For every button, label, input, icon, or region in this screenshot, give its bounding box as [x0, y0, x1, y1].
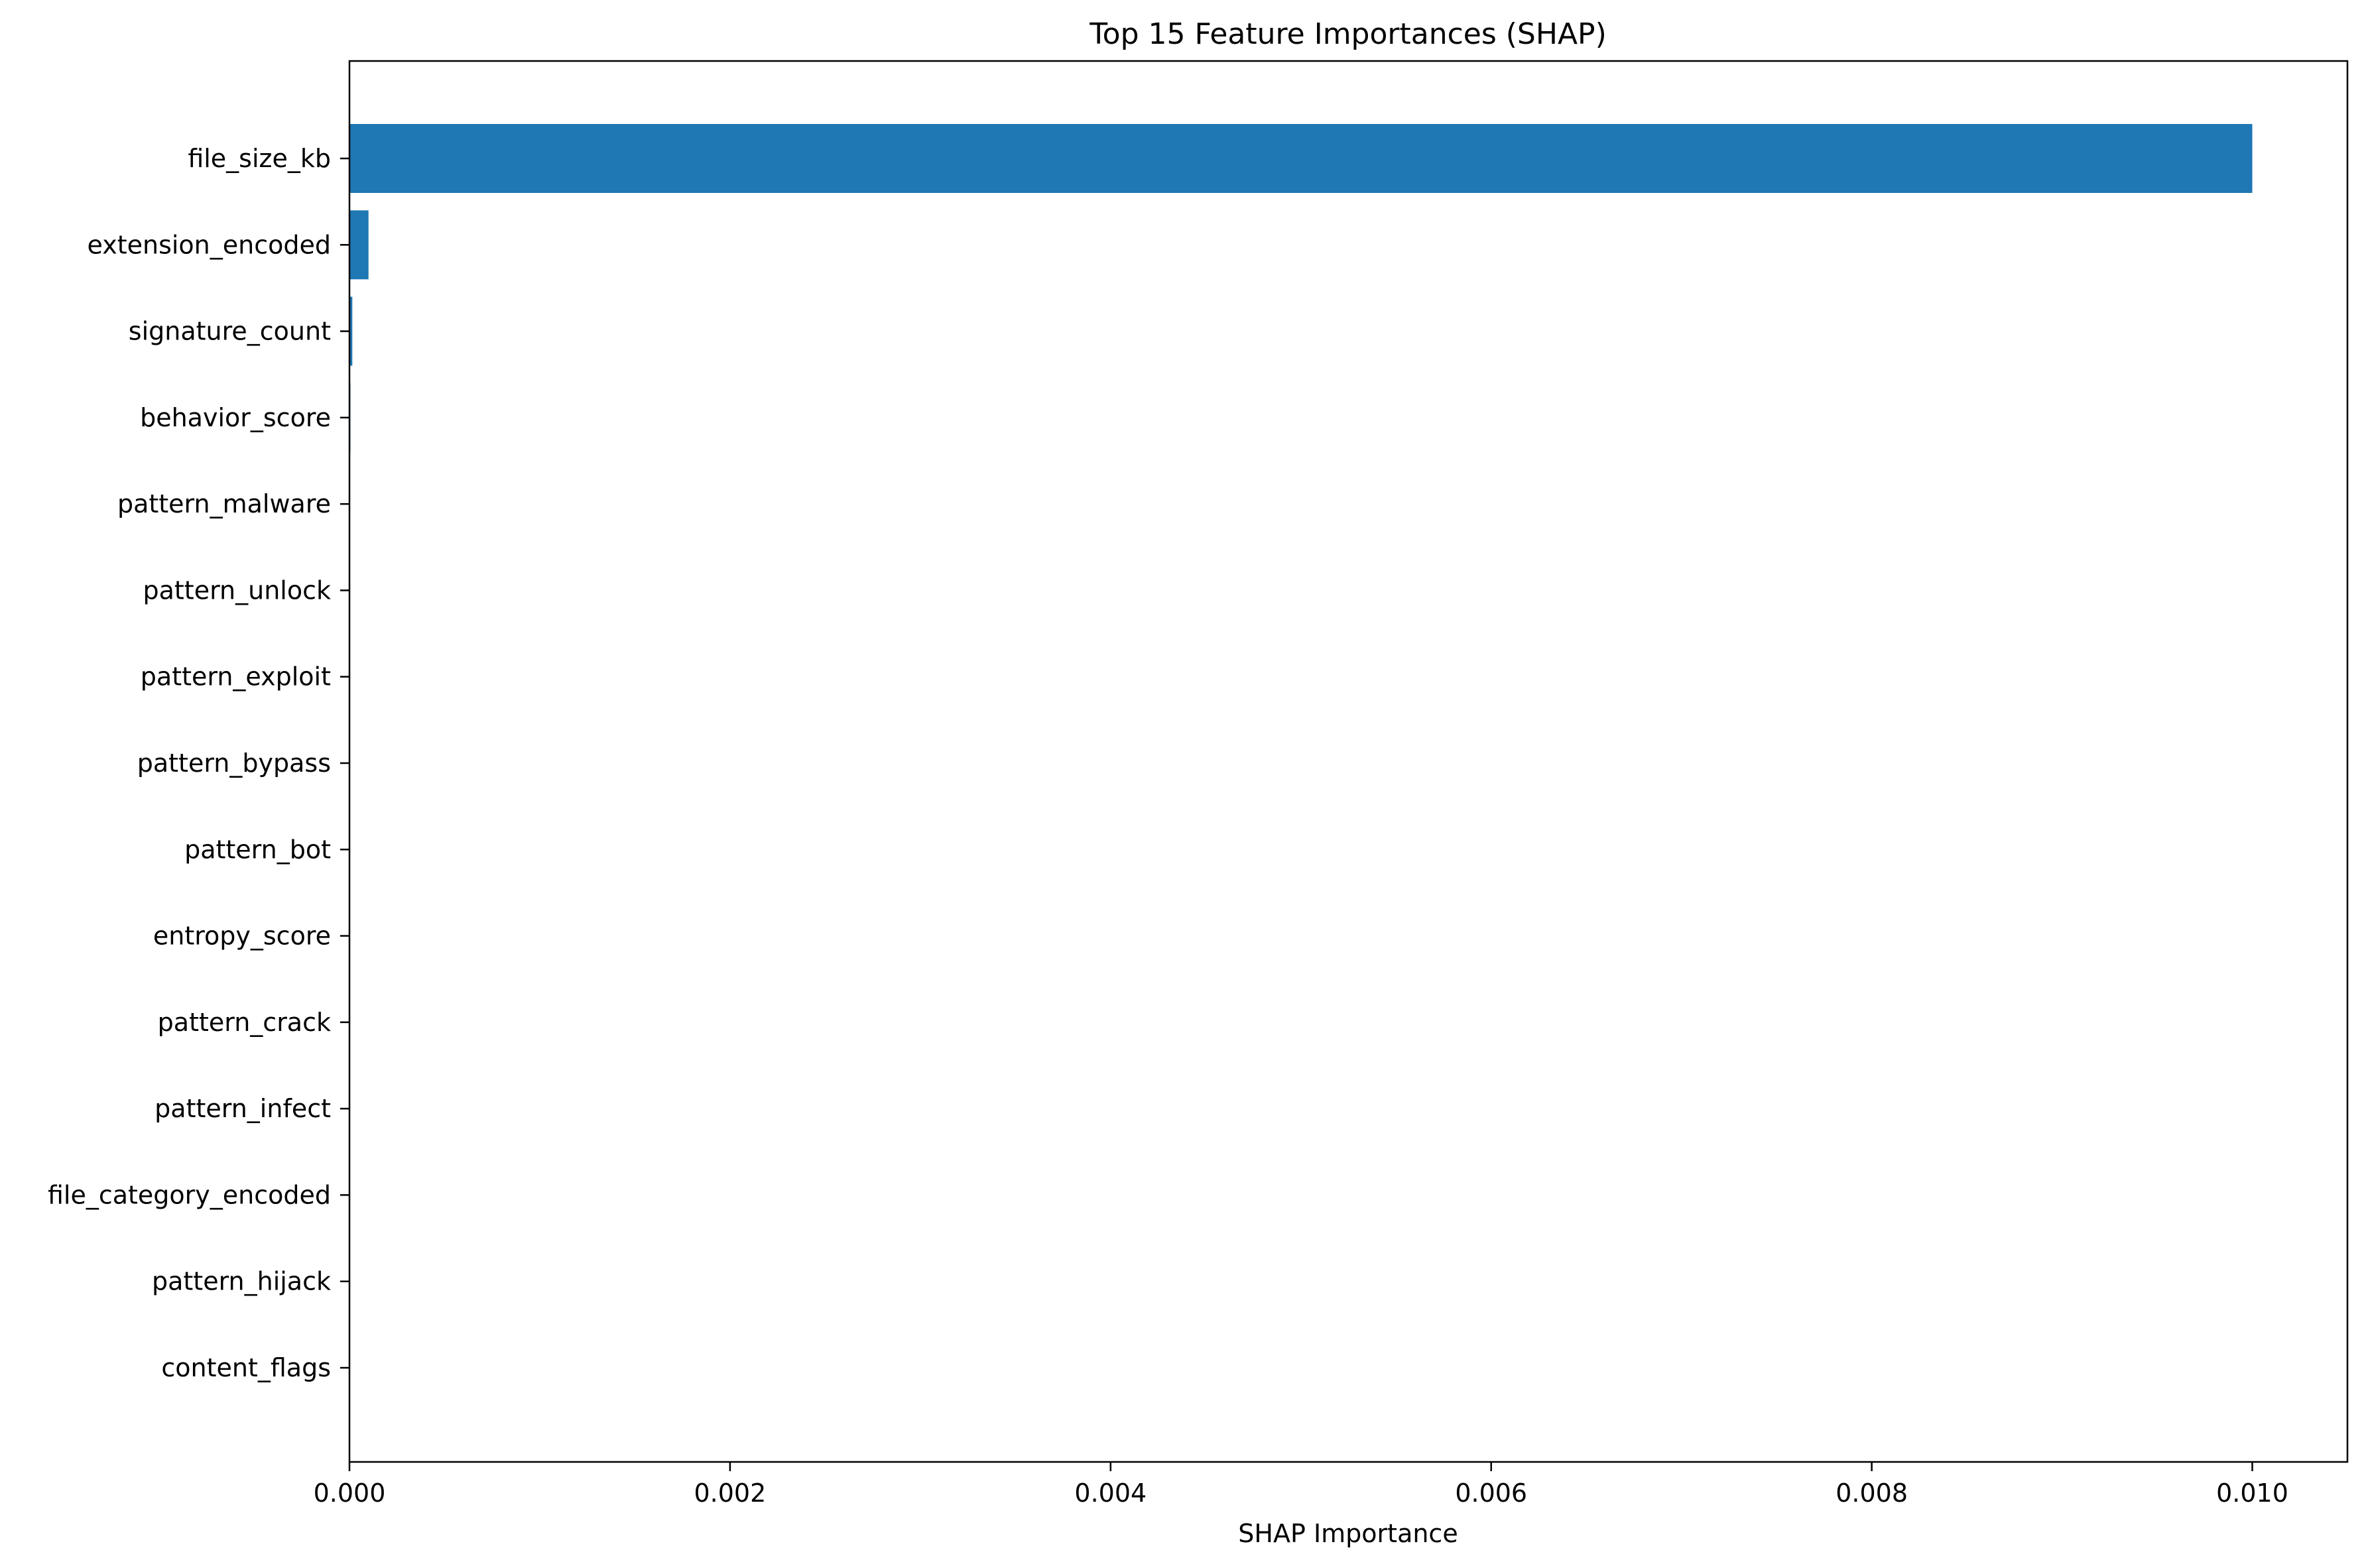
bars-layer: [349, 124, 2253, 452]
bar: [349, 124, 2253, 193]
y-tick-label: pattern_infect: [155, 1094, 331, 1123]
y-tick-label: file_size_kb: [188, 144, 331, 173]
y-tick-label: pattern_hijack: [152, 1267, 331, 1296]
x-tick-label: 0.008: [1836, 1478, 1908, 1508]
y-tick-label: content_flags: [161, 1353, 331, 1382]
x-tick-label: 0.010: [2216, 1478, 2288, 1508]
bar: [349, 210, 369, 280]
plot-frame: [348, 60, 2349, 1463]
x-tick-label: 0.002: [694, 1478, 767, 1508]
x-tick-label: 0.006: [1455, 1478, 1527, 1508]
y-tick-label: file_category_encoded: [48, 1180, 331, 1209]
bar: [349, 296, 353, 366]
y-tick-label: pattern_crack: [158, 1008, 331, 1037]
y-tick-label: pattern_bot: [184, 835, 331, 864]
x-axis-label: SHAP Importance: [1238, 1519, 1458, 1548]
chart-title: Top 15 Feature Importances (SHAP): [1089, 17, 1607, 51]
y-tick-label: extension_encoded: [88, 230, 331, 259]
ticks-layer: file_size_kb extension_encoded signature_c…: [48, 144, 2288, 1508]
x-tick-label: 0.004: [1074, 1478, 1147, 1508]
y-tick-label: pattern_bypass: [137, 749, 331, 778]
x-tick-label: 0.000: [314, 1478, 386, 1508]
y-tick-label: signature_count: [129, 317, 331, 346]
y-tick-label: pattern_exploit: [141, 662, 331, 692]
y-tick-label: entropy_score: [153, 922, 331, 951]
y-tick-label: pattern_unlock: [143, 575, 332, 605]
y-tick-label: pattern_malware: [117, 489, 331, 518]
y-tick-label: behavior_score: [140, 403, 331, 432]
